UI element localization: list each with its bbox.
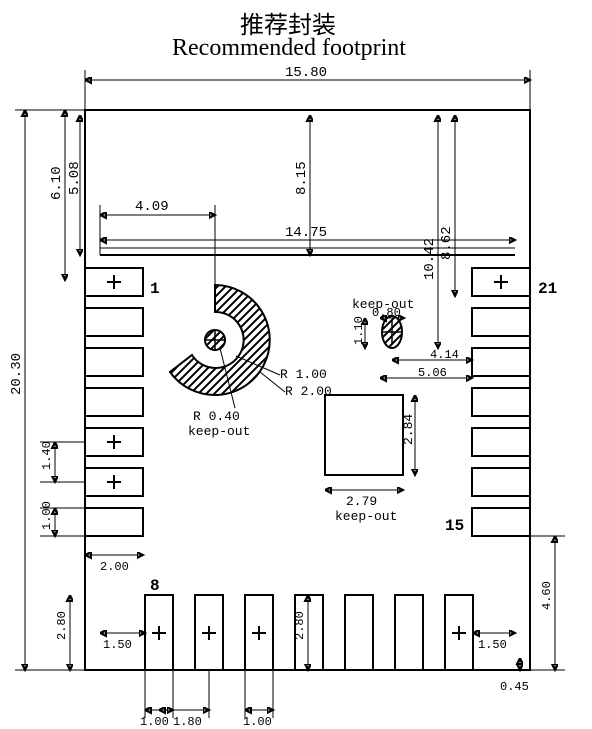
sq-keepout-label: keep-out	[335, 509, 397, 524]
dim-left-pitch: 1.40	[40, 441, 54, 470]
crescent-keepout	[170, 285, 270, 395]
dim-tr-x1: 4.14	[430, 348, 459, 362]
dim-bot-w2: 1.00	[243, 715, 272, 729]
dim-bot-h: 2.80	[55, 611, 69, 640]
pin-1: 1	[150, 280, 160, 298]
dim-overall-h: 20.30	[9, 353, 25, 395]
dim-tr-x2: 5.06	[418, 366, 447, 380]
footprint-drawing: 15.80 20.30 6.10 5.08 4.09 14.75 8.15 10…	[0, 0, 592, 729]
r-inner: R 1.00	[280, 367, 327, 382]
dim-bot-gap-r: 1.50	[478, 638, 507, 652]
dim-left-w: 2.00	[100, 560, 129, 574]
dim-bot-center: 2.80	[293, 611, 307, 640]
r-hole: R 0.40	[193, 409, 240, 424]
dim-left-h: 1.00	[40, 501, 54, 530]
dim-sq-h: 2.84	[401, 414, 416, 445]
pin-8: 8	[150, 577, 160, 595]
dim-bot-edge: 0.45	[500, 680, 529, 694]
dim-top-inner: 5.08	[67, 161, 83, 195]
dim-top-pad-h: 8.15	[294, 161, 310, 195]
dim-inner-w: 14.75	[285, 225, 327, 241]
right-pads	[472, 268, 530, 536]
dim-top-gap: 6.10	[49, 166, 65, 200]
dim-bot-gap-l: 1.50	[103, 638, 132, 652]
dim-tr-h: 1.10	[352, 316, 366, 345]
dim-bot-pitch: 1.80	[173, 715, 202, 729]
dim-crescent-x: 4.09	[135, 199, 169, 215]
dim-tr-w: 0.80	[372, 306, 401, 320]
pin-21: 21	[538, 280, 557, 298]
dim-sq-w: 2.79	[346, 494, 377, 509]
dim-right-h2: 8.62	[439, 226, 455, 260]
r-outer: R 2.00	[285, 384, 332, 399]
dim-right-gap: 4.60	[540, 581, 554, 610]
bottom-pads	[145, 595, 473, 670]
dim-right-h1: 10.42	[422, 238, 438, 280]
left-pads	[85, 268, 143, 536]
dim-overall-w: 15.80	[285, 65, 327, 81]
dim-bot-w1: 1.00	[140, 715, 169, 729]
pin-15: 15	[445, 517, 464, 535]
crescent-keepout-label: keep-out	[188, 424, 250, 439]
square-keepout	[325, 395, 403, 475]
